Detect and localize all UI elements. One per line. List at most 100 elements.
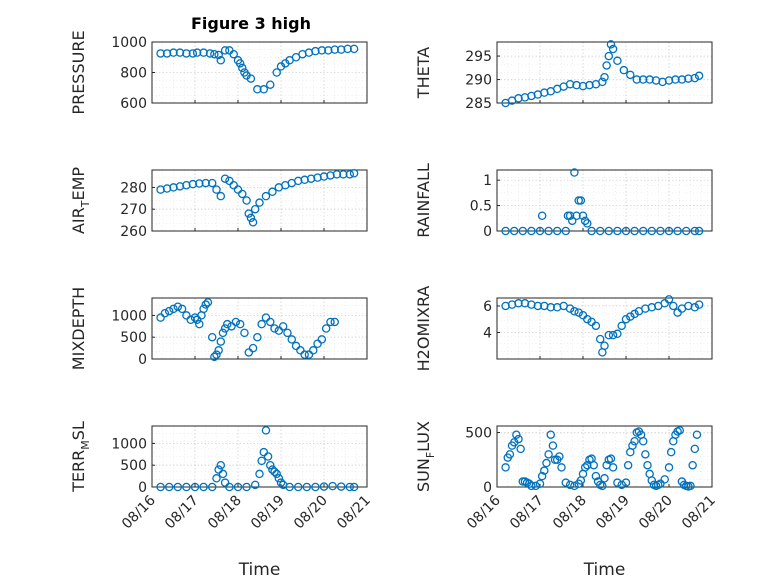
data-point: [514, 94, 523, 103]
data-point: [565, 79, 575, 89]
data-point: [585, 80, 594, 90]
data-point: [664, 295, 674, 304]
data-point: [216, 191, 226, 201]
data-point: [265, 80, 275, 89]
y-tick-label: 1000: [111, 35, 147, 51]
data-point: [212, 185, 221, 194]
data-point: [613, 226, 622, 236]
data-point: [272, 469, 281, 479]
data-point: [324, 46, 333, 55]
data-point: [527, 226, 536, 236]
data-point: [595, 226, 605, 236]
y-tick-label: 1000: [111, 308, 147, 324]
data-point: [638, 226, 648, 236]
data-point: [336, 45, 346, 54]
data-point: [561, 478, 571, 487]
data-point: [164, 306, 174, 316]
axes-frame: [496, 297, 713, 360]
data-point: [660, 475, 669, 484]
data-point: [669, 301, 678, 311]
data-point: [677, 75, 687, 84]
data-point: [531, 481, 540, 491]
data-point: [220, 174, 230, 183]
data-point: [156, 482, 165, 492]
data-point: [583, 314, 592, 324]
figure-title: Figure 3 high: [191, 14, 311, 33]
data-point: [621, 226, 631, 236]
data-point: [250, 480, 260, 490]
axes-frame: [496, 425, 713, 488]
axes-frame: [151, 297, 368, 360]
axes-frame: [151, 425, 368, 488]
data-point: [512, 430, 521, 439]
data-point: [261, 426, 271, 435]
data-point: [660, 299, 669, 308]
data-point: [257, 456, 266, 466]
data-point: [274, 326, 284, 335]
data-point: [570, 307, 579, 316]
data-point: [535, 479, 545, 488]
data-point: [274, 474, 284, 483]
data-point: [694, 226, 704, 236]
data-point: [328, 481, 337, 491]
data-point: [565, 211, 575, 220]
data-point: [182, 311, 191, 320]
data-point: [345, 482, 355, 492]
data-point: [626, 70, 635, 80]
y-axis-label: H2OMIXRA: [414, 286, 433, 372]
data-point: [595, 334, 605, 344]
panel-air_temp: 260 270 280 AIRTEMP: [69, 167, 368, 240]
data-point: [537, 211, 547, 220]
data-point: [501, 463, 510, 472]
data-point: [501, 226, 510, 236]
data-point: [235, 319, 245, 329]
data-point: [643, 460, 652, 470]
data-point: [173, 302, 183, 311]
data-point: [565, 480, 575, 490]
data-point: [229, 49, 238, 59]
data-point: [308, 346, 318, 355]
data-point: [638, 436, 648, 446]
y-axis-label: PRESSURE: [69, 30, 88, 114]
data-point: [509, 226, 519, 236]
data-point: [332, 170, 342, 179]
data-point: [598, 481, 607, 491]
data-point: [244, 209, 253, 218]
data-point: [283, 328, 292, 338]
data-point: [580, 463, 590, 472]
data-point: [514, 434, 523, 444]
data-point: [613, 478, 622, 487]
data-point: [250, 204, 260, 214]
data-point: [229, 180, 238, 190]
data-point: [156, 313, 165, 322]
y-axis-label: RAINFALL: [414, 163, 433, 238]
x-tick-label: 08/20: [636, 493, 676, 533]
data-point: [656, 226, 665, 236]
x-tick-label: 08/21: [679, 493, 719, 533]
panel-rainfall: 0 0.5 1 RAINFALL: [414, 163, 713, 240]
data-point: [600, 474, 609, 483]
data-point: [255, 469, 264, 479]
data-point: [233, 185, 243, 194]
x-tick-label: 08/19: [593, 493, 633, 533]
data-point: [311, 482, 320, 492]
data-point: [253, 85, 262, 94]
data-point: [694, 71, 704, 81]
data-point: [630, 226, 639, 236]
y-tick-label: 600: [120, 96, 147, 112]
data-point: [623, 460, 633, 470]
data-point: [169, 48, 178, 57]
y-tick-label: 290: [465, 73, 492, 89]
data-point: [276, 478, 286, 487]
data-point: [349, 482, 359, 492]
data-point: [578, 211, 588, 220]
axes-frame: [496, 169, 713, 232]
panel-theta: 285 290 295 THETA: [414, 40, 713, 112]
data-point: [690, 73, 700, 83]
data-point: [162, 49, 172, 58]
data-point: [188, 49, 198, 58]
data-point: [561, 226, 571, 236]
y-tick-label: 1000: [111, 436, 147, 452]
data-point: [578, 81, 588, 91]
